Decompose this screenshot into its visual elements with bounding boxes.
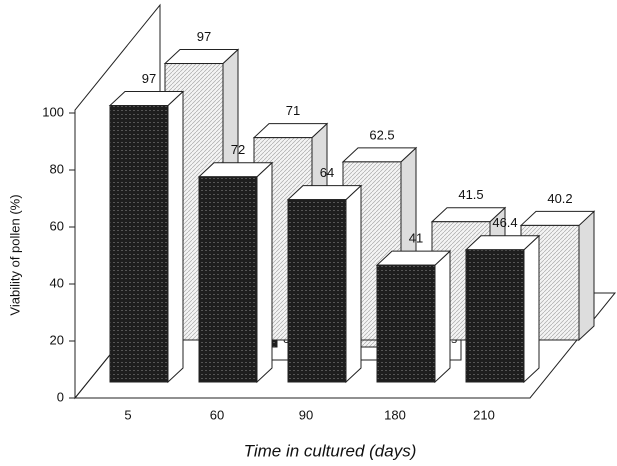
- bar: [197, 161, 274, 384]
- value-label: 46.4: [492, 215, 517, 230]
- value-label: 71: [286, 103, 300, 118]
- value-label: 97: [142, 71, 156, 86]
- bar-front: [198, 176, 258, 383]
- x-tick-label: 5: [124, 407, 131, 422]
- x-tick-label: 210: [473, 407, 495, 422]
- y-tick-label: 60: [50, 218, 64, 233]
- x-tick-label: 180: [384, 407, 406, 422]
- bar-side: [256, 161, 273, 384]
- value-label: 41: [409, 231, 423, 246]
- bar: [286, 184, 363, 384]
- bar-front: [376, 264, 436, 383]
- y-tick-label: 100: [42, 104, 64, 119]
- bar-side: [167, 90, 184, 384]
- x-tick-label: 90: [299, 407, 313, 422]
- y-tick-label: 0: [57, 389, 64, 404]
- bar-front: [109, 105, 169, 383]
- value-label: 62.5: [369, 127, 394, 142]
- bar-front: [287, 199, 347, 383]
- value-label: 97: [197, 29, 211, 44]
- bar-side: [434, 249, 451, 384]
- y-tick-label: 20: [50, 332, 64, 347]
- x-axis-label: Time in cultured (days): [244, 441, 417, 460]
- bar-side: [523, 234, 540, 384]
- value-label: 72: [231, 142, 245, 157]
- bar: [464, 234, 541, 384]
- bar: [375, 249, 452, 384]
- bar-side: [578, 210, 595, 342]
- value-label: 64: [320, 165, 334, 180]
- x-tick-label: 60: [210, 407, 224, 422]
- bar-side: [345, 184, 362, 384]
- y-tick-label: 80: [50, 161, 64, 176]
- value-label: 41.5: [458, 187, 483, 202]
- y-tick-label: 40: [50, 275, 64, 290]
- bar-front: [465, 249, 525, 383]
- value-label: 40.2: [547, 191, 572, 206]
- bar: [108, 90, 185, 384]
- y-axis-label: Viability of pollen (%): [7, 194, 22, 315]
